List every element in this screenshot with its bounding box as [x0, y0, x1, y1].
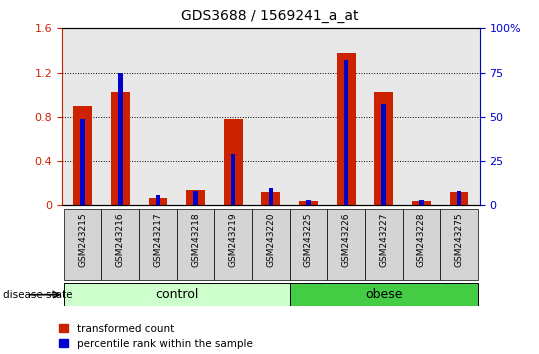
Bar	[382, 104, 386, 205]
Bar	[375, 92, 393, 205]
FancyBboxPatch shape	[215, 209, 252, 280]
Text: GSM243220: GSM243220	[266, 212, 275, 267]
Bar	[231, 154, 236, 205]
Text: GSM243275: GSM243275	[454, 212, 464, 267]
FancyBboxPatch shape	[252, 209, 289, 280]
FancyBboxPatch shape	[64, 209, 101, 280]
Bar	[419, 200, 424, 205]
Bar	[73, 106, 92, 205]
FancyBboxPatch shape	[440, 209, 478, 280]
Bar	[412, 201, 431, 205]
Bar	[186, 190, 205, 205]
Text: GSM243215: GSM243215	[78, 212, 87, 267]
FancyBboxPatch shape	[289, 283, 478, 306]
Text: GSM243216: GSM243216	[116, 212, 125, 267]
Bar	[118, 73, 122, 205]
Bar	[261, 192, 280, 205]
Bar	[450, 192, 468, 205]
FancyBboxPatch shape	[64, 283, 289, 306]
FancyBboxPatch shape	[327, 209, 365, 280]
Bar	[268, 188, 273, 205]
Bar	[299, 201, 318, 205]
Legend: transformed count, percentile rank within the sample: transformed count, percentile rank withi…	[59, 324, 253, 349]
FancyBboxPatch shape	[139, 209, 177, 280]
Text: GSM243227: GSM243227	[379, 212, 388, 267]
Text: GSM243225: GSM243225	[304, 212, 313, 267]
FancyBboxPatch shape	[365, 209, 403, 280]
FancyBboxPatch shape	[289, 209, 327, 280]
Text: disease state: disease state	[3, 290, 72, 300]
Bar	[224, 119, 243, 205]
Text: GDS3688 / 1569241_a_at: GDS3688 / 1569241_a_at	[181, 9, 358, 23]
Bar	[337, 53, 356, 205]
Bar	[306, 200, 311, 205]
Text: GSM243218: GSM243218	[191, 212, 200, 267]
FancyBboxPatch shape	[177, 209, 215, 280]
Bar	[156, 195, 160, 205]
Bar	[149, 198, 167, 205]
Text: GSM243217: GSM243217	[154, 212, 162, 267]
Text: GSM243219: GSM243219	[229, 212, 238, 267]
Bar	[80, 119, 85, 205]
Bar	[111, 92, 130, 205]
FancyBboxPatch shape	[403, 209, 440, 280]
Bar	[194, 191, 198, 205]
FancyBboxPatch shape	[101, 209, 139, 280]
Text: GSM243228: GSM243228	[417, 212, 426, 267]
Text: GSM243226: GSM243226	[342, 212, 350, 267]
Text: obese: obese	[365, 288, 403, 301]
Bar	[457, 191, 461, 205]
Bar	[344, 60, 348, 205]
Text: control: control	[155, 288, 198, 301]
